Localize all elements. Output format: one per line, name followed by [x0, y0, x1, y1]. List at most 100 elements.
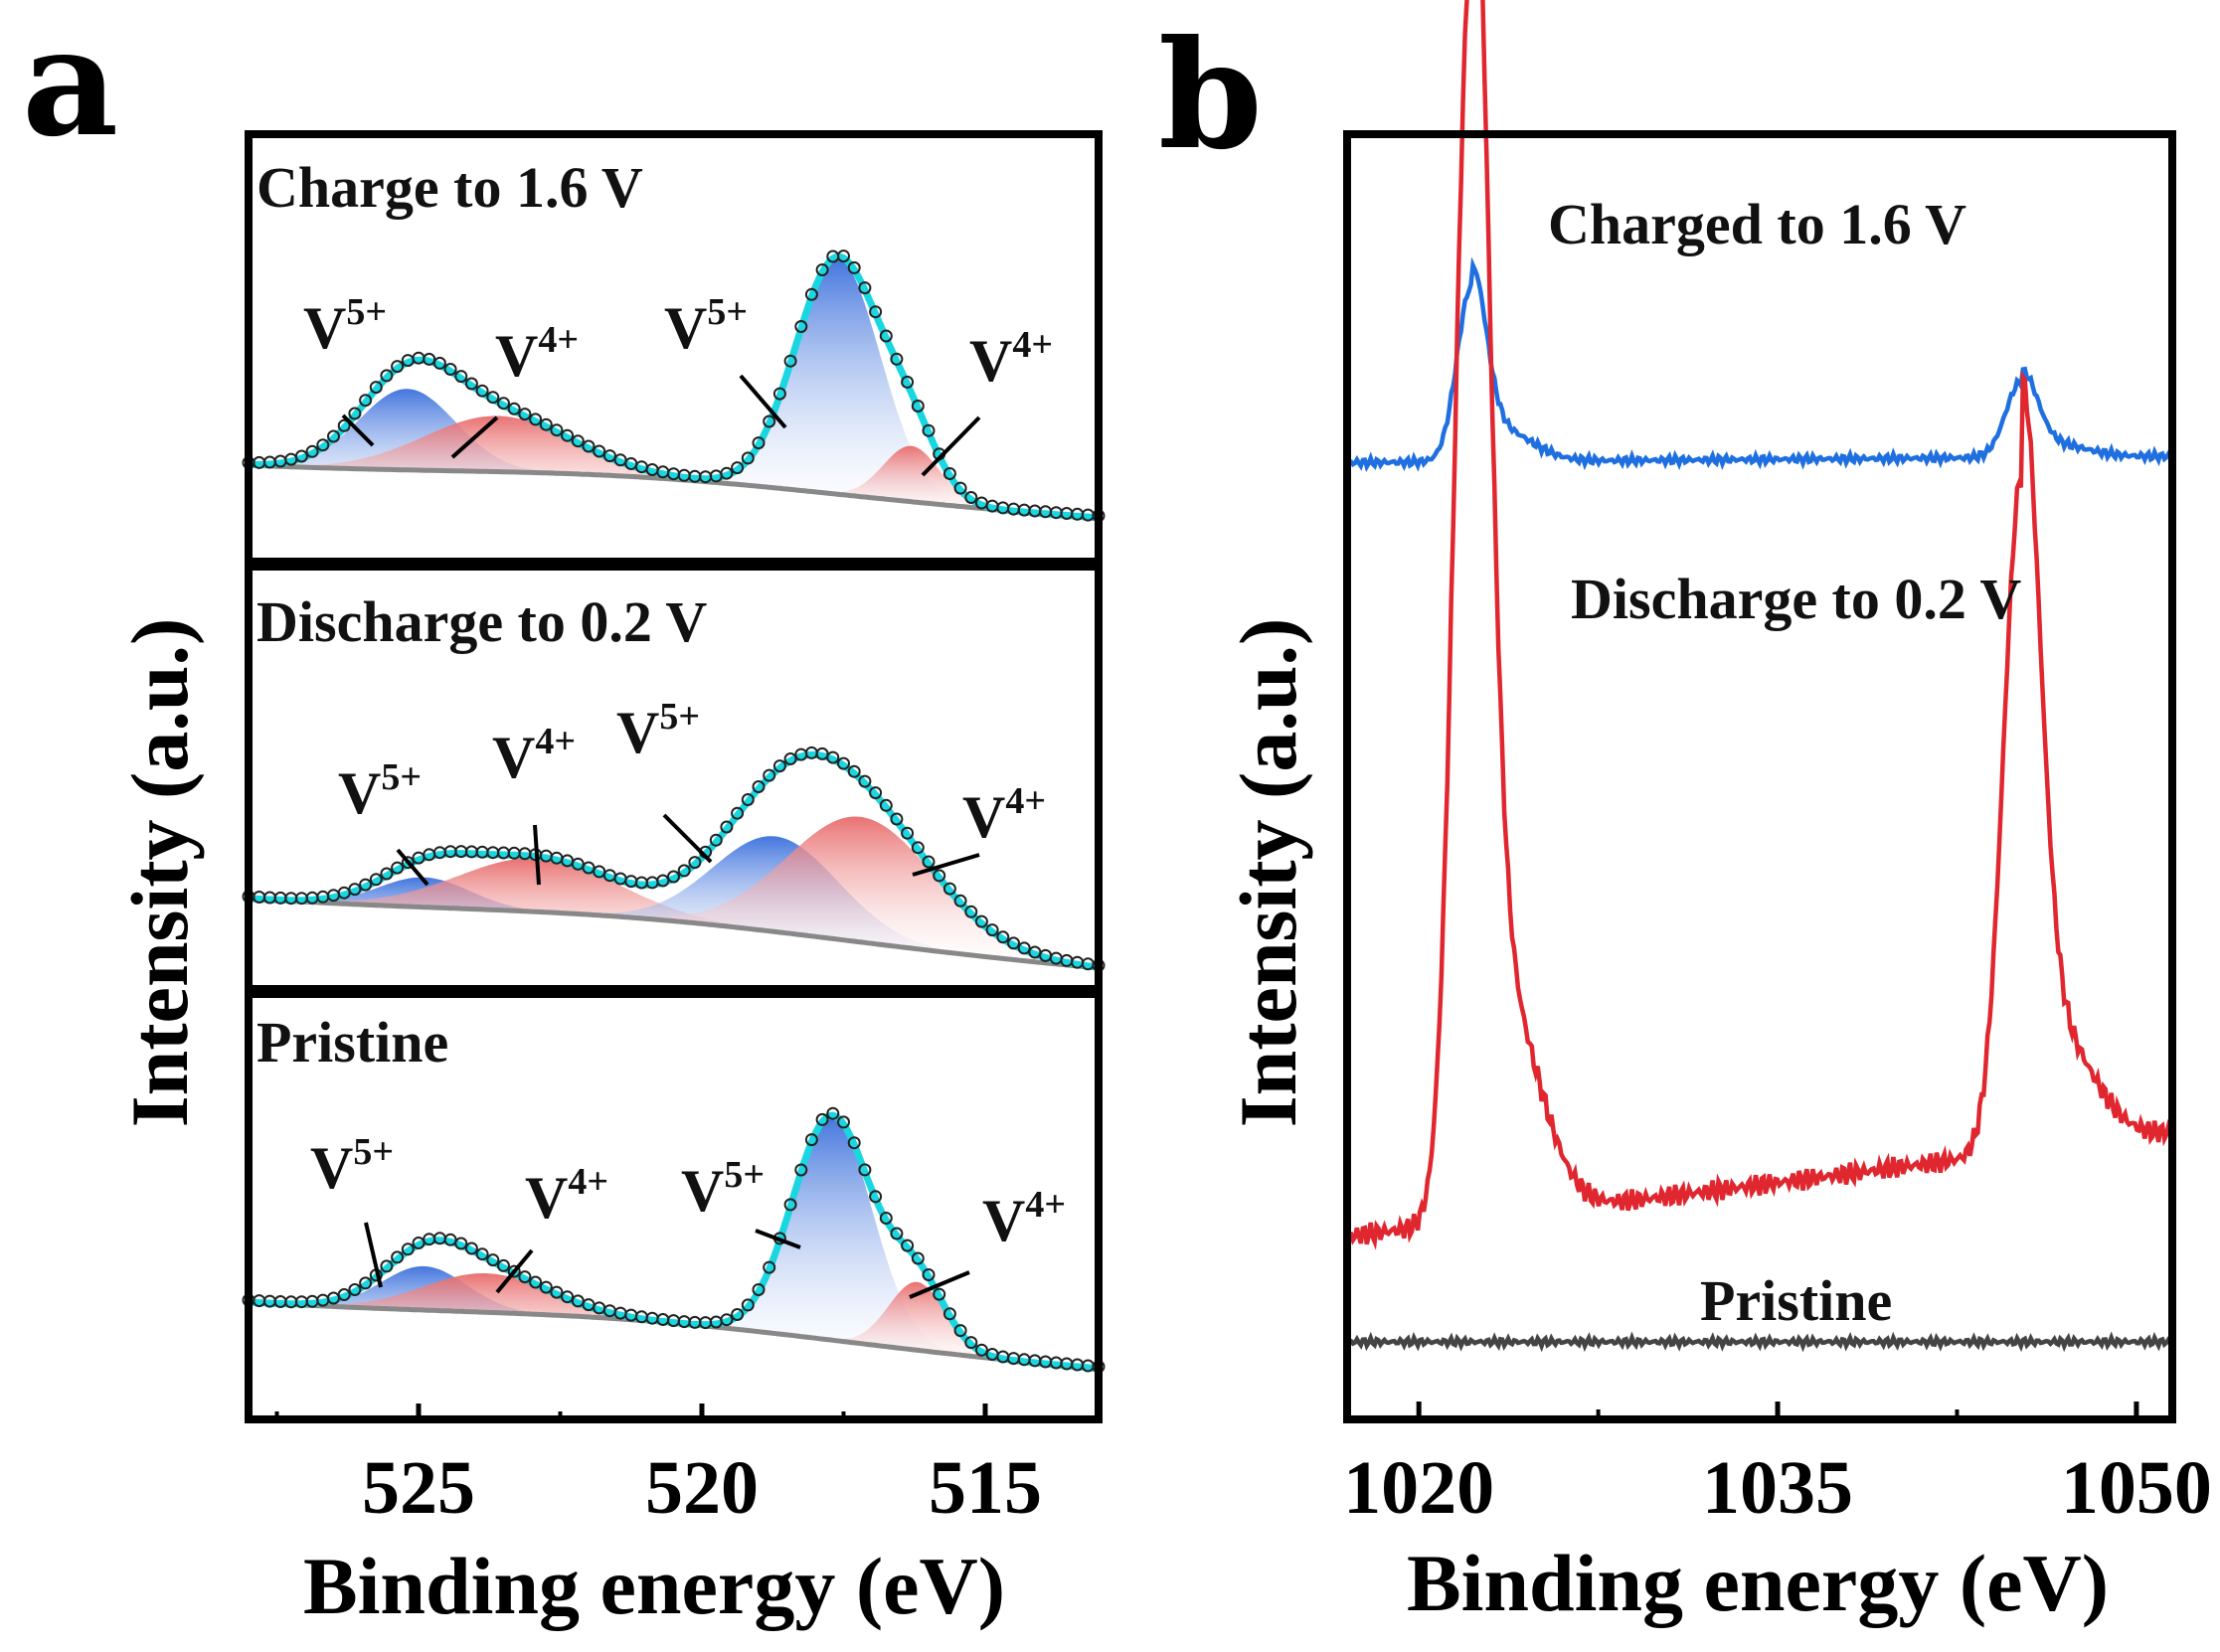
- peak-label-base: V: [492, 725, 535, 790]
- panel-a-1-data-point: [518, 408, 532, 421]
- panel-a-2-data-point: [380, 867, 394, 881]
- panel-a-1-data-point: [443, 363, 457, 376]
- panel-a-2-data-point: [582, 861, 596, 875]
- panel-a-1-data-point: [432, 356, 446, 370]
- panel-a-3-data-point: [529, 1275, 543, 1289]
- panel-a-2-fit-envelope: [248, 750, 1100, 971]
- panel-a-letter: a: [22, 0, 118, 170]
- panel-a-3-frame: [245, 990, 1103, 1423]
- panel-a-1-data-point: [571, 434, 585, 448]
- panel-a-3-data-point: [561, 1290, 575, 1304]
- panel-a-3-data-point: [847, 1136, 861, 1150]
- panel-a-3-peak-4: [249, 1281, 1099, 1369]
- panel-a-2-data-point: [667, 870, 680, 884]
- panel-a-3-data-point: [454, 1237, 468, 1250]
- panel-a-1-data-point: [602, 449, 616, 463]
- panel-a-1-spectrum-title: Charge to 1.6 V: [256, 155, 643, 220]
- panel-b-series-label-2: Discharge to 0.2 V: [1571, 567, 2021, 631]
- panel-a-1-data-point: [794, 320, 808, 333]
- panel-a-2-data-point: [391, 861, 405, 875]
- panel-a-2-data-point: [1017, 941, 1031, 955]
- panel-a-1-peak-marker-2: [450, 415, 499, 459]
- panel-a-3-data-point: [497, 1258, 510, 1272]
- panel-a-chart: Charge to 1.6 VV5+V4+ V5+V4+Discharge to …: [242, 130, 1106, 1530]
- panel-a-1-peak-marker-1: [341, 413, 375, 447]
- panel-a-3-peak-label-4: V4+: [982, 1184, 1066, 1253]
- panel-a-1-data-point: [380, 369, 394, 383]
- panel-a-3-data-point: [890, 1227, 904, 1240]
- panel-a-3-data-point: [507, 1264, 521, 1278]
- panel-a-1-data-point: [815, 263, 829, 276]
- panel-b-series-line-2: [1345, 0, 2174, 1250]
- panel-a-1-data-point: [550, 423, 564, 437]
- panel-a-1-data-point: [327, 429, 340, 443]
- panel-a-3-data-point: [922, 1268, 936, 1281]
- panel-a-1-peak-marker-3: [739, 374, 787, 429]
- panel-a-1-frame: [245, 130, 1103, 566]
- panel-a-3-peak-2: [249, 1273, 1099, 1369]
- panel-a-2-data-point: [847, 764, 861, 778]
- panel-a-3-data-point: [391, 1250, 405, 1264]
- panel-a-1-data-point: [772, 387, 786, 401]
- panel-a-3-data-point: [794, 1163, 808, 1177]
- panel-a-2-peak-marker-4: [912, 853, 980, 877]
- panel-a-1-data-point: [901, 375, 915, 389]
- panel-a-1-data-point: [752, 436, 766, 450]
- panel-a-1-data-point: [391, 360, 405, 374]
- panel-a-1-data-point: [731, 461, 745, 475]
- panel-a-2-data-point: [656, 874, 670, 888]
- panel-a-3-data-point: [964, 1336, 978, 1350]
- panel-a-1-peak-2: [249, 415, 1099, 518]
- panel-a-2-data-point: [348, 883, 362, 897]
- panel-a-3-data-point: [337, 1288, 351, 1301]
- panel-a-2-data-point: [996, 930, 1010, 944]
- panel-a-3-data-point: [741, 1298, 755, 1312]
- panel-a-x-tick-label-2: 520: [645, 1446, 759, 1530]
- panel-a-3-peak-marker-3: [755, 1229, 801, 1249]
- panel-a-2-data-point: [763, 768, 776, 782]
- panel-a-1-data-point: [593, 444, 606, 458]
- panel-a-3-peak-marker-4: [909, 1270, 970, 1299]
- peak-label-base: V: [495, 323, 538, 389]
- panel-a-2-data-point: [922, 855, 936, 869]
- panel-b-series-label-3: Pristine: [1700, 1268, 1892, 1333]
- panel-a-2-data-point: [890, 812, 904, 826]
- panel-a-2-data-point: [731, 806, 745, 820]
- panel-a-y-axis-label: Intensity (a.u.): [114, 618, 205, 1128]
- panel-a-1-data-point: [464, 377, 478, 391]
- panel-a-x-tick-label-3: 515: [929, 1446, 1042, 1530]
- panel-a-2-peak-marker-2: [533, 824, 541, 886]
- panel-a-1-data-point: [359, 394, 373, 408]
- panel-a-2-spectrum-title: Discharge to 0.2 V: [256, 589, 707, 654]
- panel-a-1-data-point: [804, 287, 818, 301]
- panel-b-series-line-3: [1346, 1331, 2174, 1353]
- peak-label-base: V: [525, 1165, 568, 1231]
- panel-a-2-data-point: [869, 786, 883, 800]
- panel-a-2-data-point: [901, 826, 915, 840]
- panel-a-3-data-point: [911, 1251, 925, 1265]
- panel-a-3-data-point: [731, 1308, 745, 1321]
- panel-a-3-peak-label-1: V5+: [310, 1131, 394, 1201]
- panel-a-3-data-point: [539, 1280, 553, 1294]
- panel-a-1-peak-marker-4: [921, 415, 981, 477]
- panel-a-2-data-point: [752, 780, 766, 793]
- panel-a-2-data-point: [942, 882, 956, 896]
- panel-a-2-frame: [245, 563, 1103, 993]
- panel-a-1-data-point: [922, 423, 936, 437]
- panel-b-x-tick-label-2: 1035: [1702, 1446, 1853, 1530]
- peak-label-superscript: 4+: [1025, 1184, 1066, 1226]
- panel-a-3-data-point: [359, 1276, 373, 1290]
- panel-a-1-data-point: [316, 438, 330, 452]
- panel-a-2-data-point: [401, 856, 415, 870]
- panel-a-3-data-point: [901, 1239, 915, 1252]
- panel-a-2-data-point: [879, 798, 893, 812]
- panel-a-1-data-point: [305, 444, 319, 458]
- panel-a-3-data-point: [752, 1283, 766, 1296]
- panel-a-2-data-point: [1007, 936, 1020, 950]
- panel-b-letter: b: [1158, 8, 1263, 183]
- panel-a-3-data-point: [933, 1287, 946, 1301]
- panel-a-2-data-point: [709, 833, 723, 847]
- peak-label-base: V: [982, 1188, 1025, 1253]
- panel-a-3-data-point: [720, 1313, 734, 1327]
- panel-a-1-data-point: [720, 466, 734, 480]
